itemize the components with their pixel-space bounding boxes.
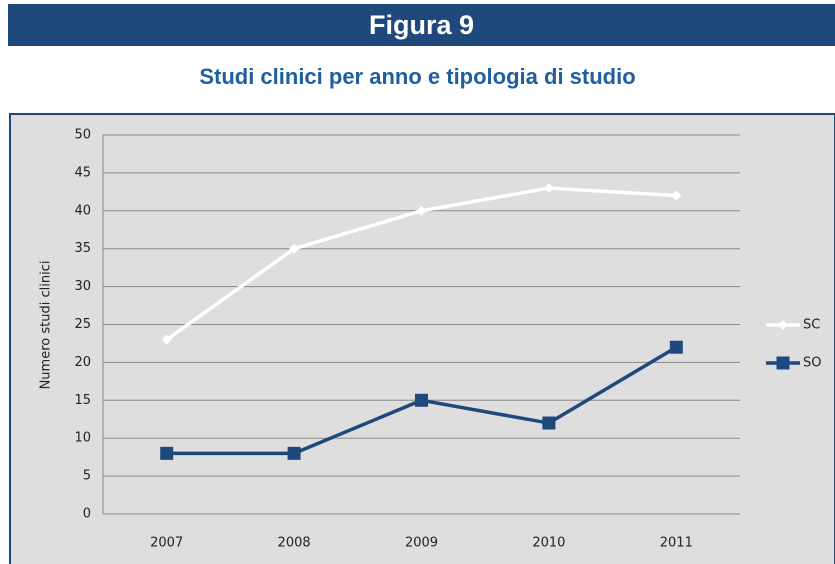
- y-tick-label: 40: [74, 203, 91, 218]
- data-point: [416, 205, 427, 216]
- chart-frame: [9, 113, 835, 564]
- legend-label: SC: [803, 318, 820, 333]
- y-tick-label: 20: [74, 355, 91, 370]
- x-tick-label: 2009: [405, 536, 438, 551]
- x-tick-label: 2010: [532, 536, 565, 551]
- legend-marker: [776, 356, 790, 370]
- legend-marker: [778, 320, 788, 330]
- x-tick-label: 2011: [660, 536, 693, 551]
- y-tick-label: 30: [74, 279, 91, 294]
- y-tick-label: 25: [74, 317, 91, 332]
- data-point: [669, 340, 683, 354]
- data-point: [161, 334, 172, 345]
- legend-label: SO: [803, 356, 821, 371]
- chart-title: Studi clinici per anno e tipologia di st…: [199, 64, 636, 89]
- y-tick-label: 10: [74, 431, 91, 446]
- x-tick-label: 2008: [278, 536, 311, 551]
- y-tick-label: 0: [83, 507, 91, 522]
- y-tick-label: 35: [74, 241, 91, 256]
- y-tick-label: 45: [74, 165, 91, 180]
- data-point: [289, 243, 300, 254]
- data-point: [415, 393, 428, 407]
- y-axis-label: Numero studi clinici: [39, 261, 54, 390]
- figure-label: Figura 9: [8, 4, 835, 46]
- data-point: [287, 446, 301, 460]
- data-point: [543, 183, 554, 194]
- y-tick-label: 15: [74, 393, 91, 408]
- x-tick-label: 2007: [150, 536, 183, 551]
- y-tick-label: 5: [83, 469, 91, 484]
- data-point: [160, 446, 174, 460]
- data-point: [542, 416, 556, 430]
- data-point: [671, 190, 682, 201]
- y-tick-label: 50: [74, 128, 91, 143]
